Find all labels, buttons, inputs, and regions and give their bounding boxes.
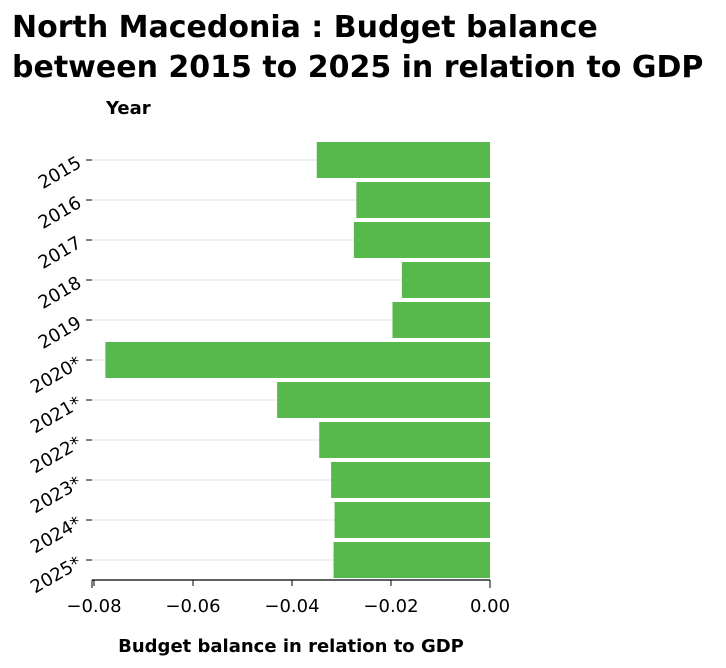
x-axis: −0.08 −0.06 −0.04 −0.02 0.00 — [66, 579, 510, 617]
x-axis-title: Budget balance in relation to GDP — [118, 636, 464, 657]
chart-title: North Macedonia : Budget balance between… — [12, 10, 704, 85]
y-tick-label: 2024* — [27, 512, 85, 558]
bar — [319, 422, 490, 458]
bar — [401, 262, 490, 298]
bar — [353, 222, 490, 258]
x-tick-label: −0.04 — [264, 596, 319, 617]
y-axis-title: Year — [105, 98, 151, 119]
bar — [356, 182, 490, 218]
x-tick-label: −0.02 — [363, 596, 418, 617]
bar — [277, 382, 490, 418]
y-tick-label: 2017 — [35, 232, 85, 273]
bar — [392, 302, 490, 338]
y-tick-label: 2025* — [27, 552, 85, 598]
x-tick-label: −0.08 — [66, 596, 121, 617]
x-tick-label: −0.06 — [165, 596, 220, 617]
y-tick-label: 2015 — [35, 152, 85, 193]
bar — [333, 542, 490, 578]
y-tick-label: 2022* — [27, 432, 85, 478]
bar — [334, 502, 490, 538]
bars — [105, 142, 491, 578]
bar — [331, 462, 490, 498]
y-tick-label: 2019 — [35, 312, 85, 353]
y-tick-label: 2020* — [27, 352, 85, 398]
y-tick-label: 2016 — [35, 192, 85, 233]
y-tick-label: 2018 — [35, 272, 85, 313]
x-tick-label: 0.00 — [470, 596, 510, 617]
y-axis-ticks: 201520162017201820192020*2021*2022*2023*… — [27, 152, 92, 598]
y-tick-label: 2023* — [27, 472, 85, 518]
y-tick-label: 2021* — [27, 392, 85, 438]
bar — [316, 142, 490, 178]
bar — [105, 342, 491, 378]
